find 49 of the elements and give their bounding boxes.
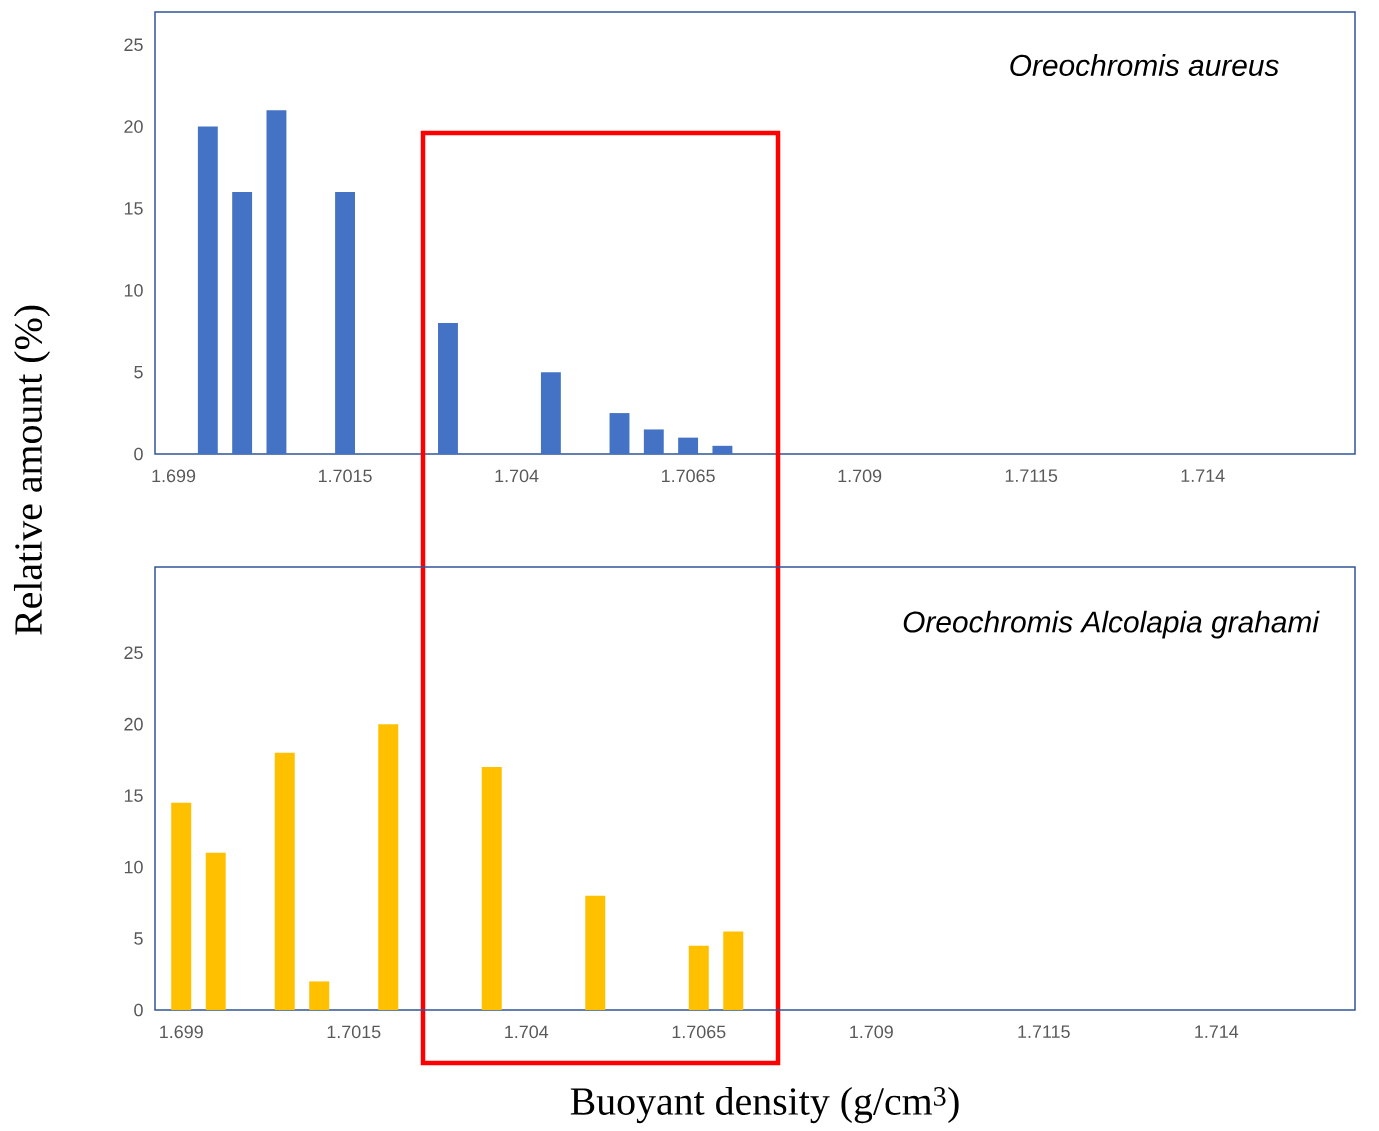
bar [205, 852, 226, 1011]
y-tick-label: 15 [124, 202, 143, 215]
bar [688, 945, 709, 1011]
y-tick-label: 20 [124, 717, 143, 731]
x-tick-label: 1.7015 [318, 469, 372, 483]
y-axis-title: Relative amount (%) [13, 305, 51, 635]
x-tick-label: 1.714 [1195, 1025, 1239, 1038]
x-tick-label: 1.7115 [1018, 1025, 1070, 1039]
x-tick-label: 1.704 [505, 1025, 549, 1039]
bar [540, 372, 561, 454]
bar [171, 802, 192, 1011]
x-tick-label: 1.699 [152, 469, 196, 483]
bar [378, 724, 399, 1011]
y-tick-label: 0 [134, 1003, 143, 1017]
y-tick-label: 25 [124, 646, 143, 660]
bar [723, 931, 744, 1011]
bar [481, 767, 502, 1011]
bar [232, 192, 253, 454]
x-tick-label: 1.7015 [327, 1025, 381, 1039]
annotation: Oreochromis aureus [1010, 54, 1279, 77]
bar [712, 445, 733, 454]
x-tick-label: 1.699 [160, 1025, 203, 1039]
x-tick-label: 1.704 [495, 469, 539, 483]
y-tick-label: 15 [124, 789, 143, 802]
x-tick-label: 1.7065 [662, 469, 715, 483]
y-tick-label: 0 [134, 447, 143, 461]
bar [197, 126, 218, 454]
bar [309, 981, 330, 1011]
y-tick-label: 5 [134, 365, 143, 379]
x-tick-label: 1.7065 [672, 1025, 726, 1039]
x-axis-title: Buoyant density (g/cm$^{3}$) [570, 1086, 959, 1124]
bar [335, 192, 355, 454]
bar [438, 323, 458, 454]
bar [585, 895, 606, 1011]
annotation: Oreochromis Alcolapia grahami [903, 610, 1320, 639]
x-tick-label: 1.714 [1181, 469, 1225, 482]
bar [609, 413, 630, 454]
x-tick-label: 1.709 [838, 469, 882, 483]
y-tick-label: 20 [124, 120, 143, 133]
y-tick-label: 10 [124, 283, 143, 297]
y-tick-label: 5 [134, 932, 143, 945]
bar [643, 429, 664, 454]
bar [678, 437, 699, 454]
y-tick-label: 10 [124, 860, 143, 874]
y-tick-label: 25 [124, 38, 143, 52]
x-tick-label: 1.709 [850, 1025, 893, 1039]
bar [266, 110, 287, 454]
bar [274, 752, 295, 1011]
x-tick-label: 1.7115 [1005, 469, 1058, 483]
